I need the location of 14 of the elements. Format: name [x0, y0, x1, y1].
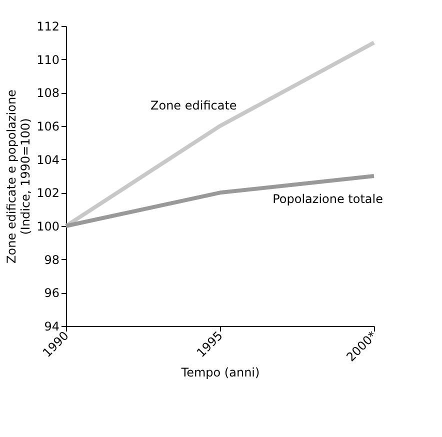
y-tick-label: 112 — [36, 20, 60, 34]
y-tick-label: 104 — [36, 152, 60, 167]
y-axis-title: Zone edificate e popolazione (Indice, 1990=100) — [4, 90, 33, 264]
y-tick-label: 102 — [36, 186, 60, 200]
y-tick-label: 110 — [36, 52, 60, 67]
y-tick-label: 108 — [36, 86, 60, 100]
y-tick-label: 96 — [44, 286, 60, 300]
y-tick-label: 100 — [36, 220, 60, 234]
series-label: Popolazione totale — [272, 192, 384, 206]
x-axis-title: Tempo (anni) — [180, 366, 260, 380]
y-tick-label: 106 — [36, 120, 60, 134]
y-tick-label: 94 — [44, 320, 60, 334]
series-label: Zone edificate — [150, 98, 237, 112]
y-tick-label: 98 — [44, 252, 60, 267]
